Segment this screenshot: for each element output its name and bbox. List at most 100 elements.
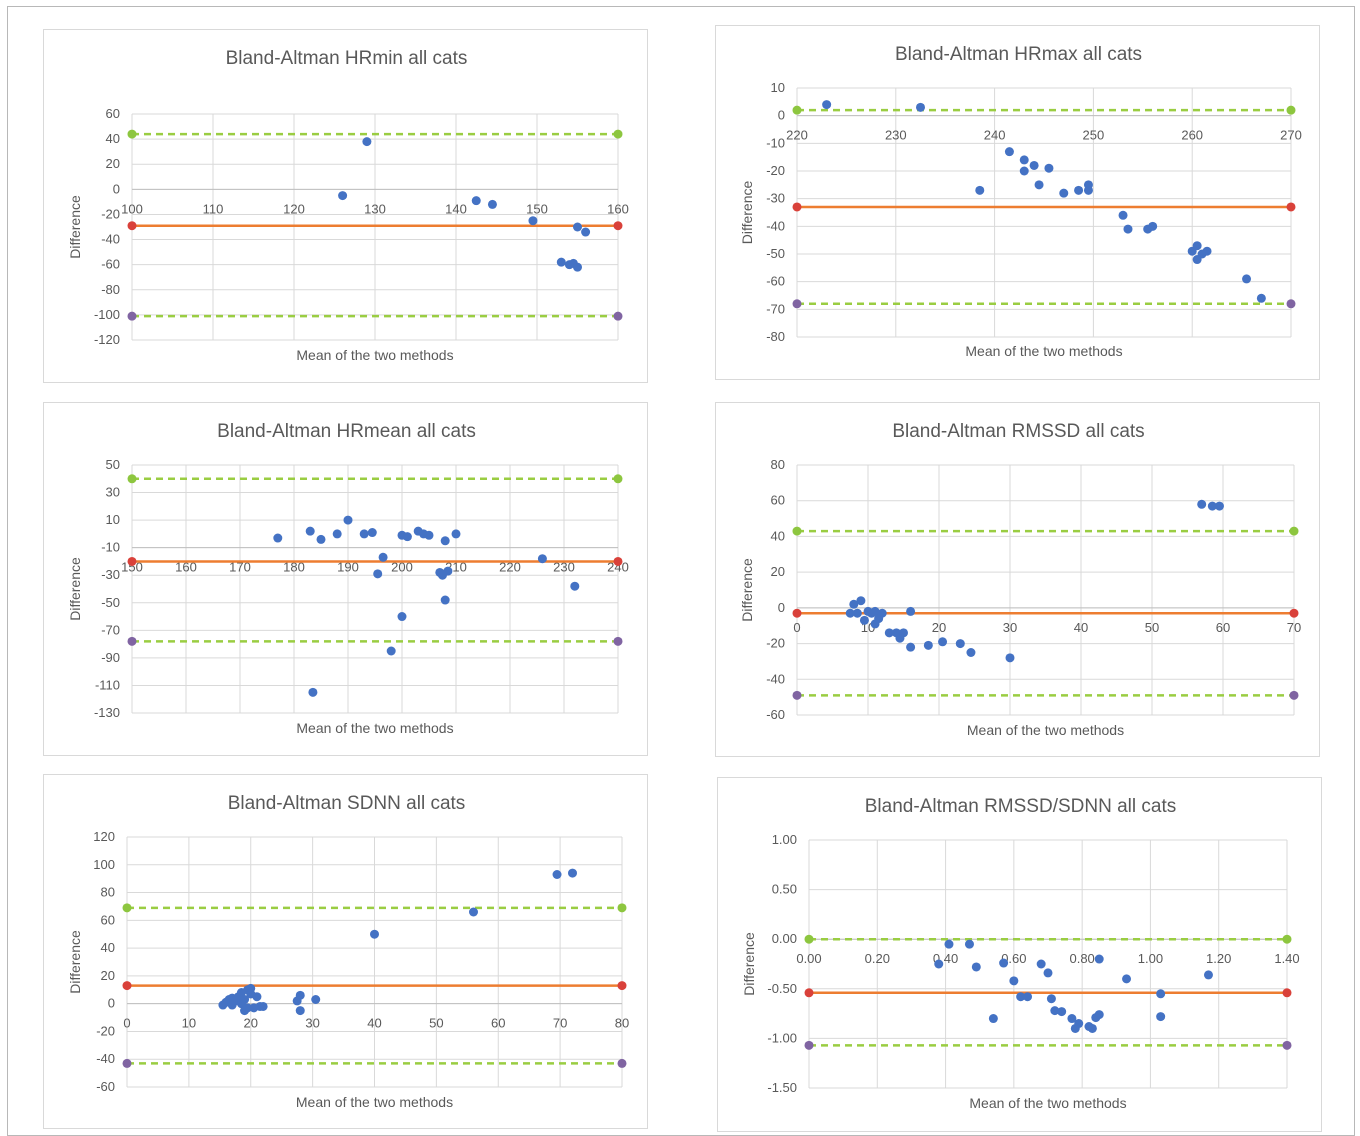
data-point [367,528,377,538]
y-tick-label: -60 [101,257,120,272]
y-tick-label: -80 [766,329,785,344]
data-point [295,990,305,1000]
data-point [877,608,887,618]
mean-difference-marker [613,556,623,566]
x-tick-label: 1.40 [1274,951,1299,966]
data-point [906,642,916,652]
y-tick-label: 0 [778,600,785,615]
data-point [581,227,591,237]
data-point [573,262,582,272]
data-point [243,1003,253,1013]
data-point [859,615,869,625]
data-point [451,529,461,539]
y-tick-label: 0.00 [772,931,797,946]
data-point [1044,163,1054,173]
data-point [295,1006,305,1016]
data-point [1005,653,1015,663]
chart-svg: Bland-Altman SDNN all cats12010080604020… [67,793,629,1110]
data-point [440,536,450,546]
data-point [240,995,250,1004]
y-axis-label: Difference [739,181,755,245]
mean-difference-marker [613,221,623,231]
data-point [1036,959,1046,969]
y-tick-label: -40 [766,218,785,233]
lower-loa-marker [1282,1040,1292,1050]
x-tick-label: 1.20 [1206,951,1231,966]
data-point [852,608,862,618]
data-point [469,907,478,917]
x-tick-label: 130 [364,201,386,216]
y-tick-label: 40 [101,940,115,955]
data-point [573,222,582,232]
x-tick-label: 0.00 [796,951,821,966]
chart-title: Bland-Altman RMSSD/SDNN all cats [865,796,1176,817]
data-point [305,526,315,536]
x-tick-label: 150 [526,201,548,216]
data-point [916,102,925,112]
x-tick-label: 150 [121,560,143,575]
y-tick-label: -20 [96,1023,115,1038]
upper-loa-marker [127,129,137,139]
data-point [1083,185,1093,195]
data-point [471,196,481,206]
mean-difference-marker [617,981,627,991]
x-tick-label: 60 [491,1016,505,1031]
y-tick-label: 80 [101,885,115,900]
data-point [273,533,283,543]
y-tick-label: 60 [106,106,120,121]
data-point [397,612,407,622]
data-point [988,1014,998,1024]
data-point [568,868,577,878]
data-point [1094,1010,1104,1020]
data-point [308,687,318,697]
data-point [424,530,434,540]
mean-difference-marker [1282,988,1292,998]
y-tick-label: -70 [766,301,785,316]
y-tick-label: -50 [101,595,120,610]
y-tick-label: 0 [108,996,115,1011]
y-tick-label: 0 [113,181,120,196]
x-tick-label: 190 [337,560,359,575]
mean-difference-marker [122,981,132,991]
upper-loa-marker [792,526,802,536]
data-point [1256,293,1266,303]
data-point [1156,989,1166,999]
x-tick-label: 270 [1280,128,1302,143]
x-tick-label: 30 [305,1016,319,1031]
data-point [964,939,974,949]
lower-loa-marker [1289,690,1299,700]
x-axis-label: Mean of the two methods [967,722,1124,738]
x-tick-label: 0 [123,1016,130,1031]
lower-loa-marker [1286,299,1296,309]
x-tick-label: 30 [1003,620,1017,635]
data-point [537,554,547,564]
y-axis-label: Difference [741,932,757,996]
data-point [528,216,538,226]
y-tick-label: 50 [106,457,120,472]
data-point [1123,224,1133,234]
y-tick-label: -70 [101,622,120,637]
data-point [849,599,859,609]
x-tick-label: 240 [607,560,629,575]
x-tick-label: 120 [283,201,305,216]
data-point [1043,968,1053,978]
x-tick-label: 60 [1216,620,1230,635]
data-point [1197,499,1207,509]
data-point [443,566,453,576]
data-point [1156,1012,1166,1022]
data-point [944,939,954,949]
y-tick-label: -50 [766,246,785,261]
x-tick-label: 230 [885,128,907,143]
data-point [570,581,580,591]
y-tick-label: 20 [101,968,115,983]
data-point [556,257,566,267]
lower-loa-marker [804,1040,814,1050]
data-point [870,606,880,616]
chart-rmssd-sdnn: Bland-Altman RMSSD/SDNN all cats 1.00 0.50… [717,777,1322,1132]
lower-loa-marker [792,299,802,309]
data-point [338,191,348,201]
data-point [1192,241,1202,251]
data-point [1023,992,1033,1002]
x-tick-label: 0.80 [1069,951,1094,966]
x-tick-label: 250 [1083,128,1105,143]
